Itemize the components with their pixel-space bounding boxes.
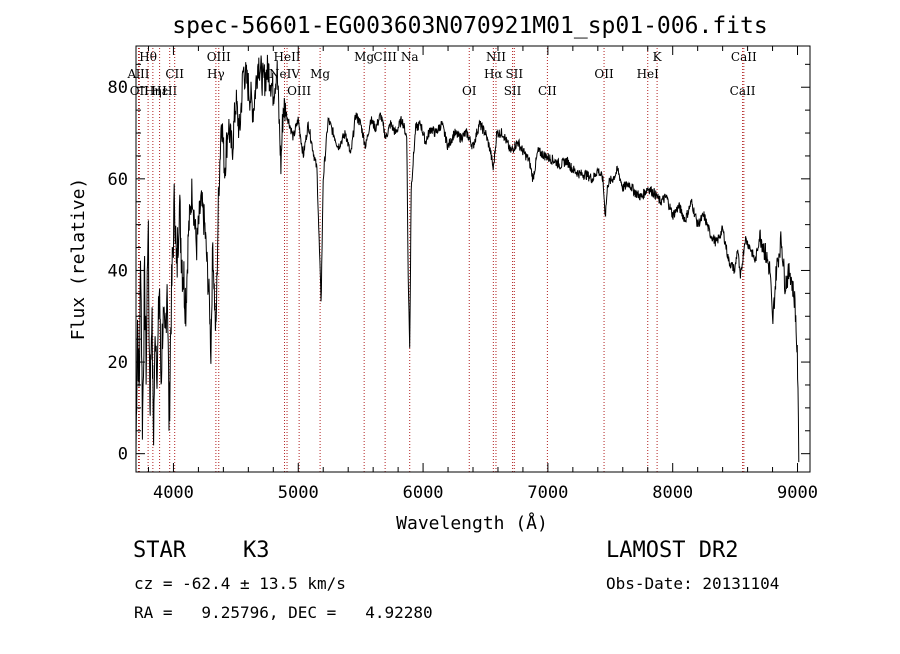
object-class: STAR	[133, 538, 186, 563]
x-tick-label: 7000	[527, 483, 568, 503]
y-tick-label: 60	[108, 170, 128, 190]
obs-date: Obs-Date: 20131104	[606, 574, 780, 593]
line-marker-label: OIII	[287, 84, 311, 98]
line-marker-label: Hγ	[207, 67, 225, 81]
line-marker-label: SII	[505, 67, 523, 81]
x-axis-ticks: 4000 5000 6000 7000 8000 9000	[147, 46, 818, 503]
line-marker-label: OII	[594, 67, 614, 81]
spectrum-line	[135, 54, 800, 463]
line-marker-label: NeIV	[269, 67, 300, 81]
y-tick-label: 20	[108, 353, 128, 373]
redshift-info: cz = -62.4 ± 13.5 km/s	[134, 574, 346, 593]
line-marker-label: SII	[504, 84, 522, 98]
x-tick-label: 9000	[777, 483, 818, 503]
line-marker-label: HI	[162, 84, 177, 98]
line-marker-label: OIII	[207, 50, 231, 64]
spectrum-series	[135, 54, 800, 463]
line-marker-label: Hη	[144, 84, 162, 98]
coordinates: RA = 9.25796, DEC = 4.92280	[134, 603, 433, 622]
line-marker-label: AlII	[127, 67, 150, 81]
y-tick-label: 80	[108, 78, 128, 98]
line-marker-label: OI	[462, 84, 477, 98]
y-axis-ticks: 0 20 40 60 80	[108, 63, 810, 465]
object-subclass: K3	[243, 538, 270, 563]
line-marker-label: Na	[401, 50, 419, 64]
x-tick-label: 5000	[278, 483, 319, 503]
line-marker-label: CII	[165, 67, 184, 81]
line-marker-label: CaII	[731, 50, 757, 64]
line-marker-label: CIII	[373, 50, 397, 64]
x-tick-label: 6000	[403, 483, 444, 503]
line-marker-label: Mg	[354, 50, 374, 64]
line-marker-label: Hθ	[139, 50, 157, 64]
line-marker-label: NII	[486, 50, 506, 64]
x-tick-label: 4000	[153, 483, 194, 503]
y-axis-label: Flux (relative)	[68, 178, 89, 341]
y-tick-label: 40	[108, 261, 128, 281]
line-marker-label: Hα	[484, 67, 503, 81]
chart-title: spec-56601-EG003603N070921M01_sp01-006.f…	[172, 13, 767, 39]
line-marker-label: HeII	[274, 50, 301, 64]
survey-name: LAMOST DR2	[606, 538, 739, 563]
y-tick-label: 0	[118, 445, 128, 465]
line-marker-label: Hε	[151, 84, 168, 98]
x-axis-label: Wavelength (Å)	[396, 512, 548, 534]
line-marker-label: CaII	[730, 84, 756, 98]
line-marker-label: K	[653, 50, 663, 64]
x-tick-label: 8000	[652, 483, 693, 503]
line-marker-label: Mg	[310, 67, 330, 81]
line-marker-label: HeI	[637, 67, 660, 81]
line-marker-label: CII	[538, 84, 557, 98]
